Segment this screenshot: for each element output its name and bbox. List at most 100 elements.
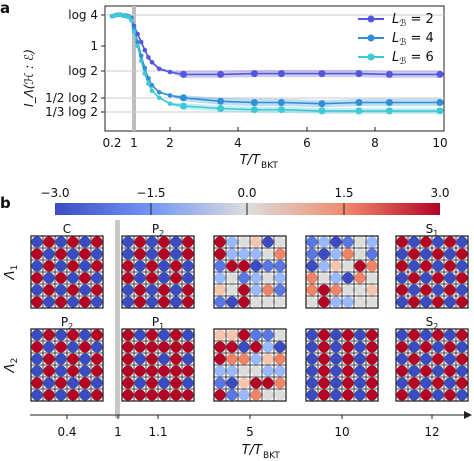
series-band-0 (112, 13, 440, 78)
series-1-point-9 (135, 39, 140, 45)
row-label-lambda2-main: Λ (3, 363, 18, 373)
series-0-point-17 (217, 70, 225, 78)
series-1-point-16 (180, 94, 187, 102)
panel-b-letter: b (0, 194, 11, 212)
b-x-tick-1: 1 (114, 425, 122, 439)
series-0-point-18 (250, 70, 258, 78)
lattice-row1-col3 (213, 235, 287, 309)
lattice-row2-col4 (305, 328, 379, 402)
legend-eq-lb4: = 4 (406, 31, 433, 46)
x-tick-label-8: 8 (371, 136, 379, 150)
axis-arrow-icon (464, 411, 472, 419)
series-2-point-16 (180, 102, 187, 110)
panel-b-xlabel: T/T (242, 443, 263, 458)
series-1-point-14 (156, 90, 162, 95)
b-x-tick-0-4: 0.4 (57, 425, 76, 439)
legend-sub-lb6: ℬ (399, 57, 406, 67)
lattice-row2-col2 (121, 328, 195, 402)
legend-l-lb6: L (392, 50, 399, 65)
series-1-point-20 (318, 100, 326, 108)
series-1-point-19 (277, 99, 285, 106)
panel-a-error-bands (112, 13, 440, 114)
title-row1-col1: C (63, 222, 71, 236)
panel-a-series-lines (111, 13, 440, 112)
x-tick-label-6: 6 (303, 136, 311, 150)
series-2-point-15 (167, 101, 173, 106)
series-2-point-19 (277, 106, 285, 114)
lattice-row1-col4 (305, 235, 379, 309)
series-1-point-17 (217, 97, 225, 105)
panel-b-xlabel-sub: BKT (263, 451, 280, 461)
y-tick-label-log4: log 4 (68, 8, 98, 22)
series-0-point-12 (146, 55, 151, 60)
panel-a-ylabel: I_Λ(ℋ : ℰ) (22, 49, 36, 107)
title-row2-col5: S2 (426, 315, 439, 331)
title-row1-col2: P2 (152, 222, 164, 238)
series-1-point-12 (146, 76, 151, 81)
lattice-row1-col1 (30, 235, 104, 309)
panel-a-y-ticks (101, 14, 105, 113)
colorbar-tick-neg1-5: −1.5 (136, 186, 165, 200)
colorbar: −3.0 −1.5 0.0 1.5 3.0 (40, 186, 450, 215)
lattice-row2-col5 (395, 328, 469, 402)
panel-a-series-points (109, 12, 444, 115)
series-2-point-21 (355, 107, 363, 115)
legend-entry-lb2: Lℬ = 2 (358, 12, 434, 29)
colorbar-tick-3: 3.0 (430, 186, 449, 200)
legend-eq-lb6: = 6 (406, 50, 433, 65)
svg-text:Lℬ = 2: Lℬ = 2 (392, 12, 434, 29)
svg-text:Lℬ = 6: Lℬ = 6 (392, 50, 434, 67)
panel-a-plot: log 4 1 log 2 1/2 log 2 1/3 log 2 0.2 1 … (22, 5, 448, 171)
row-label-lambda1: Λ1 (3, 265, 20, 281)
svg-text:Lℬ = 4: Lℬ = 4 (392, 31, 434, 48)
legend-l-lb4: L (392, 31, 399, 46)
series-0-point-19 (277, 70, 285, 78)
series-1-point-15 (167, 93, 173, 98)
panel-a-xlabel-sub: BKT (261, 161, 278, 171)
series-0-point-23 (436, 70, 444, 78)
series-1-point-13 (149, 83, 155, 88)
series-2-point-6 (126, 14, 131, 20)
panel-a-x-ticks (169, 127, 376, 131)
series-0-point-15 (167, 69, 173, 75)
y-tick-label-third-log2: 1/3 log 2 (45, 105, 98, 119)
b-x-tick-1-1: 1.1 (148, 425, 167, 439)
series-1-point-11 (142, 65, 148, 71)
y-tick-label-log2: log 2 (68, 64, 98, 78)
series-1-point-22 (385, 99, 393, 106)
legend-eq-lb2: = 2 (406, 12, 433, 27)
colorbar-ticks (150, 203, 345, 215)
series-line-2 (111, 13, 440, 112)
series-0-point-11 (142, 47, 148, 53)
series-0-point-9 (135, 31, 140, 37)
row-label-lambda1-sub: 1 (10, 265, 20, 271)
title-row2-col2: P1 (152, 315, 164, 331)
title-row2-col1: P2 (61, 315, 73, 331)
series-2-point-7 (129, 18, 134, 23)
series-2-point-22 (385, 107, 393, 115)
x-tick-label-2: 2 (166, 136, 174, 150)
panel-a-frame (104, 5, 445, 132)
y-tick-label-1: 1 (90, 39, 98, 53)
b-x-tick-12: 12 (424, 425, 439, 439)
series-2-point-20 (318, 107, 326, 115)
series-2-point-14 (156, 95, 162, 101)
series-1-point-18 (250, 99, 258, 106)
x-tick-label-10: 10 (432, 136, 447, 150)
series-2-point-13 (149, 88, 155, 93)
series-0-point-22 (385, 70, 393, 78)
title-row1-col5: S1 (426, 222, 439, 238)
panel-a-letter: a (0, 0, 10, 17)
panel-b-x-axis: 0.4 1 1.1 5 10 12 T/T BKT (30, 411, 472, 461)
x-tick-label-4: 4 (234, 136, 242, 150)
series-1-point-21 (355, 99, 363, 106)
colorbar-tick-0: 0.0 (237, 186, 256, 200)
legend-entry-lb4: Lℬ = 4 (358, 31, 434, 48)
lattice-row1-col2 (121, 235, 195, 309)
row-label-lambda1-main: Λ (3, 270, 18, 280)
series-2-point-12 (146, 81, 151, 86)
b-x-tick-5: 5 (246, 425, 254, 439)
panel-b-lattices (30, 235, 469, 402)
series-0-point-10 (138, 39, 144, 45)
